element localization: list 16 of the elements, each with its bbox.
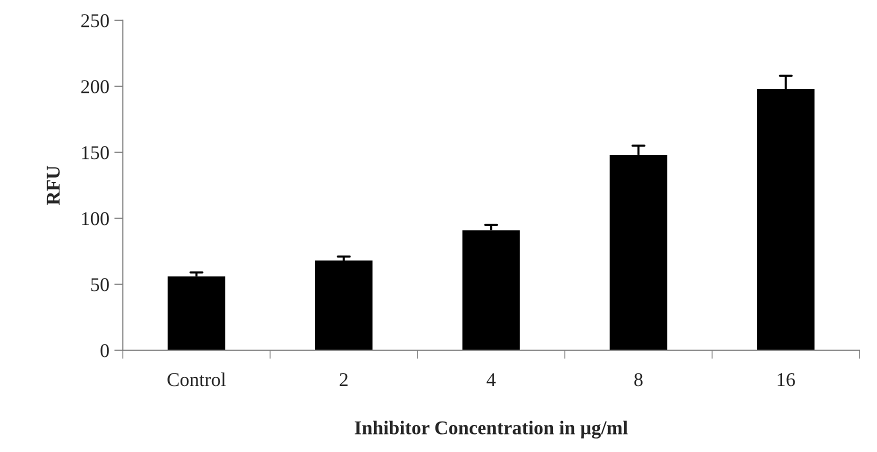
x-tick-label: 2 [340,373,348,386]
y-tick-label: 50 [91,278,109,292]
y-tick-label: 150 [82,146,109,160]
y-axis-title: RFU [46,166,60,205]
x-axis-title: Inhibitor Concentration in µg/ml [354,420,628,438]
y-tick-label: 200 [81,80,109,94]
x-tick-label: Control [168,372,226,386]
x-tick-label: 16 [778,373,795,386]
bar [168,276,226,350]
y-tick-label: 0 [100,344,109,358]
bar [462,230,520,350]
x-tick-label: 4 [486,373,496,386]
bar [315,260,373,350]
x-tick-label: 8 [634,373,643,386]
y-tick-label: 250 [81,14,109,28]
y-tick-label: 100 [82,212,109,226]
